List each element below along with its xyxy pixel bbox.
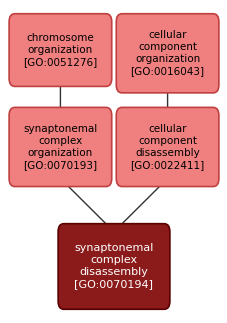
Text: chromosome
organization
[GO:0051276]: chromosome organization [GO:0051276] — [23, 33, 97, 67]
FancyBboxPatch shape — [116, 107, 218, 186]
Text: synaptonemal
complex
disassembly
[GO:0070194]: synaptonemal complex disassembly [GO:007… — [74, 244, 153, 289]
Text: synaptonemal
complex
organization
[GO:0070193]: synaptonemal complex organization [GO:00… — [23, 124, 97, 170]
FancyBboxPatch shape — [116, 14, 218, 93]
Text: cellular
component
disassembly
[GO:0022411]: cellular component disassembly [GO:00224… — [130, 124, 204, 170]
FancyBboxPatch shape — [9, 14, 111, 87]
FancyBboxPatch shape — [9, 107, 111, 186]
FancyBboxPatch shape — [58, 224, 169, 309]
Text: cellular
component
organization
[GO:0016043]: cellular component organization [GO:0016… — [130, 30, 204, 76]
